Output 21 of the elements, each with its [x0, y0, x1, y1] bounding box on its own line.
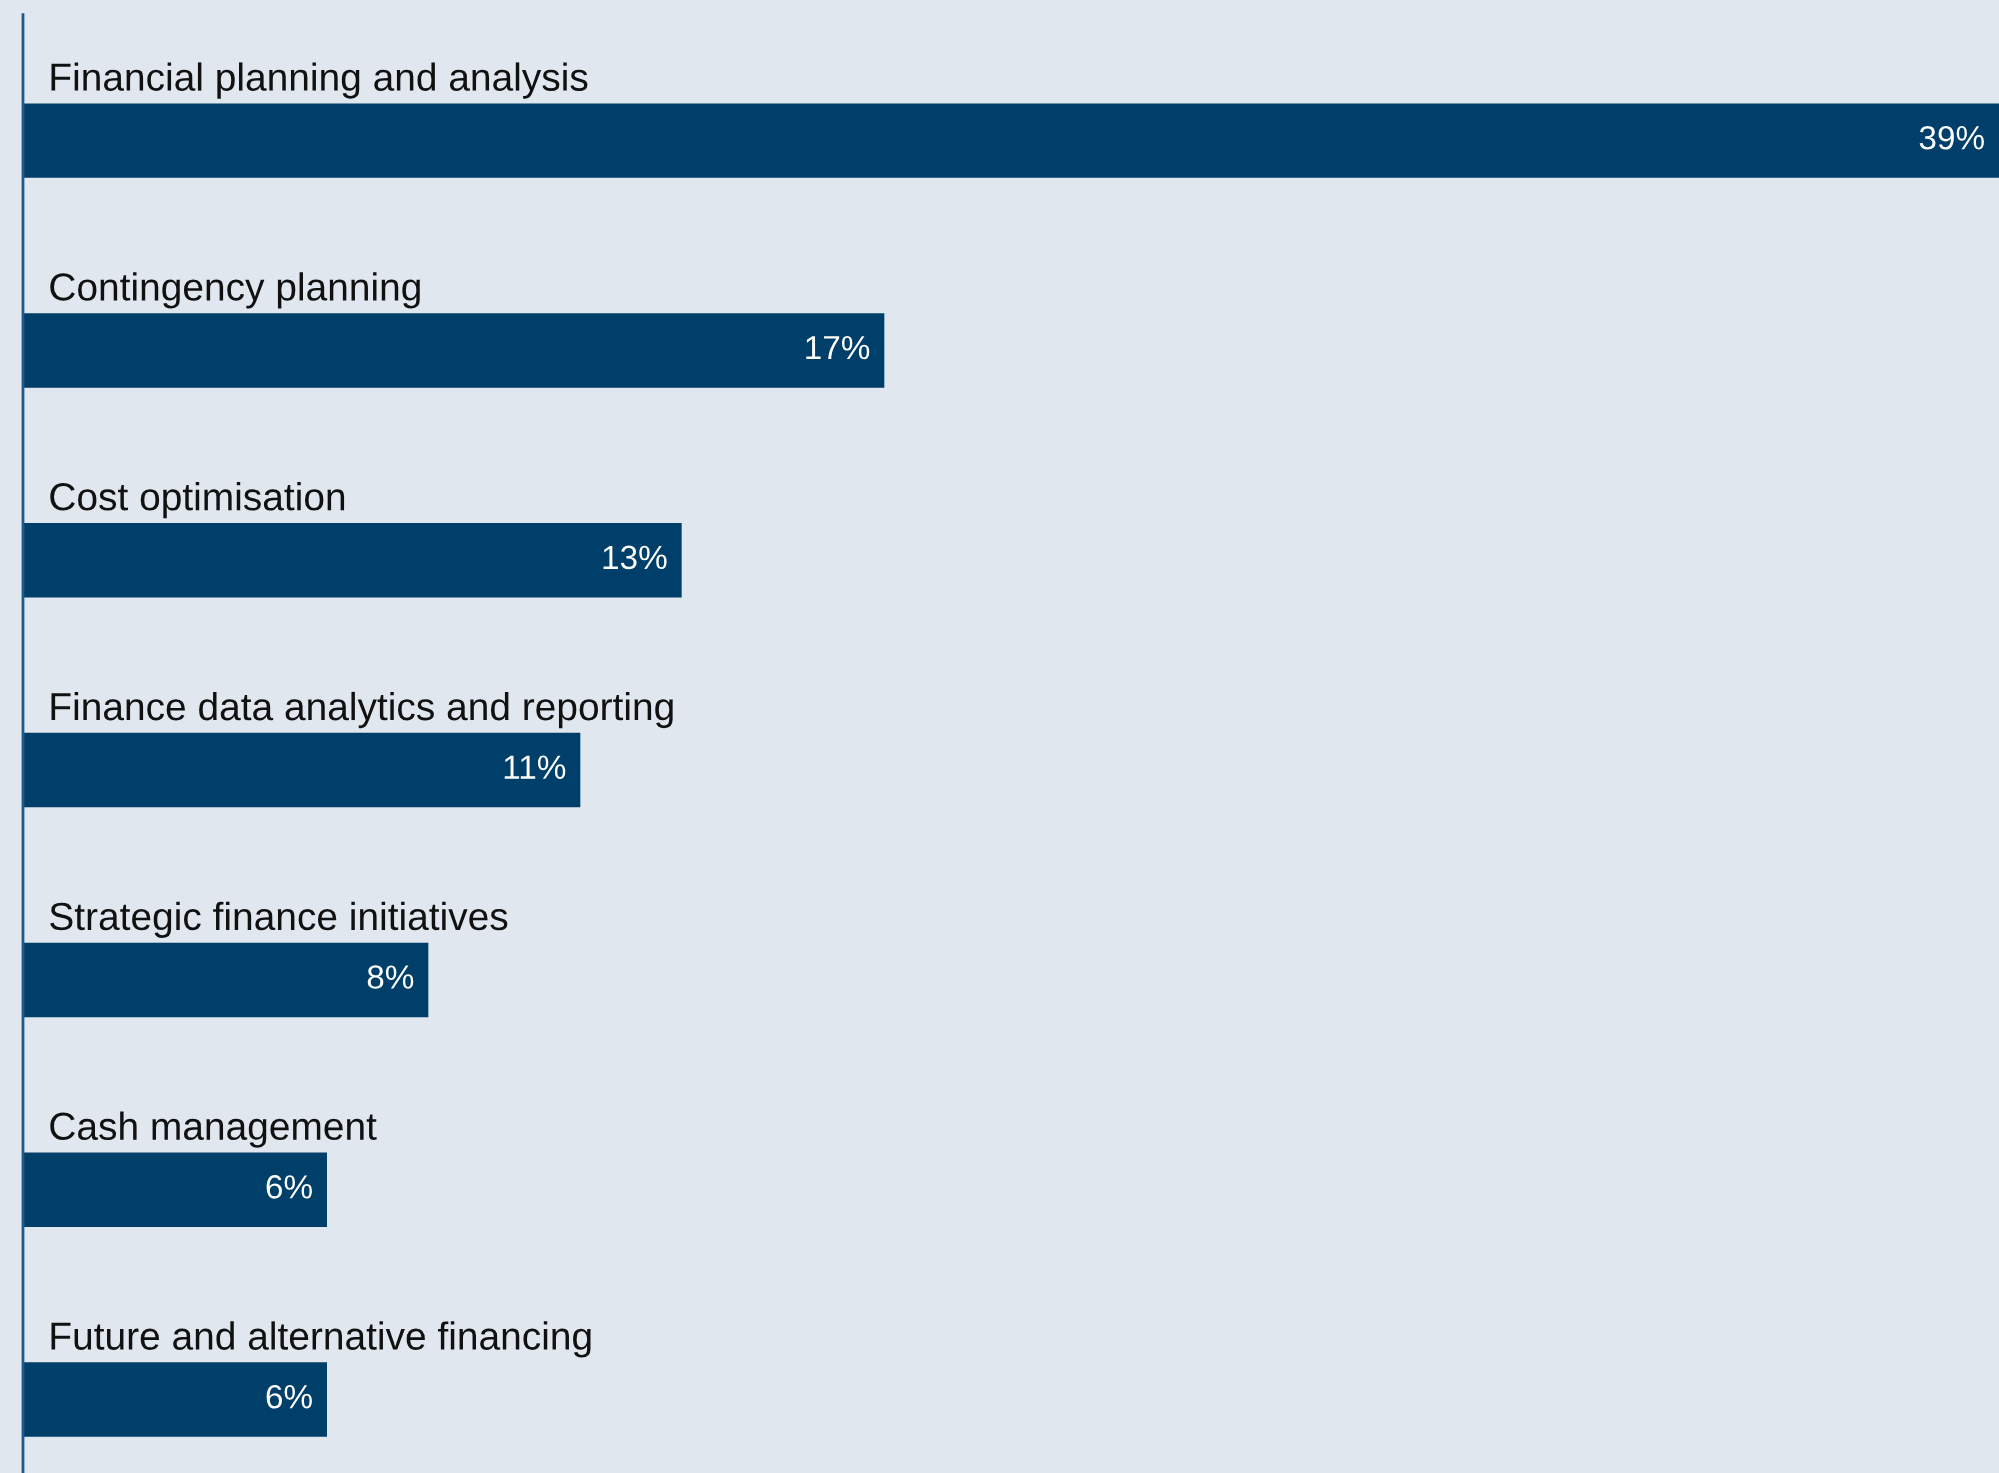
data-label: 6% — [266, 1384, 312, 1409]
bar — [22, 523, 682, 598]
y-tick-label: Future and alternative financing — [51, 1321, 591, 1358]
data-label: 13% — [603, 545, 667, 570]
y-tick-label: Cost optimisation — [50, 482, 345, 519]
bar — [22, 942, 429, 1018]
data-label: 17% — [806, 335, 870, 360]
y-tick-label: Financial planning and analysis — [51, 62, 588, 99]
bar — [22, 732, 581, 808]
data-label: 8% — [367, 965, 414, 989]
bar — [22, 1362, 327, 1437]
bar — [22, 1152, 327, 1227]
y-tick-label: Strategic finance initiatives — [50, 901, 508, 938]
y-tick-label: Finance data analytics and reporting — [51, 691, 673, 729]
y-tick-label: Contingency planning — [50, 272, 420, 309]
bar — [22, 313, 885, 388]
data-label: 11% — [504, 755, 566, 779]
data-label: 39% — [1919, 125, 1984, 150]
y-tick-label: Cash management — [50, 1111, 377, 1148]
bar — [22, 103, 1999, 178]
data-label: 6% — [266, 1175, 312, 1199]
